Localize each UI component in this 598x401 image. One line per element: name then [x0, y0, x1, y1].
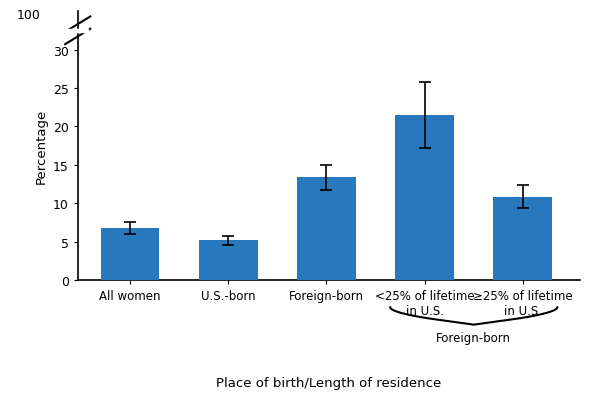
Bar: [57, 30, 88, 33]
Bar: [199, 241, 258, 281]
Bar: [493, 197, 553, 281]
Text: Foreign-born: Foreign-born: [437, 331, 511, 344]
Bar: [100, 229, 160, 281]
Y-axis label: Percentage: Percentage: [34, 109, 47, 184]
Text: 100: 100: [16, 9, 40, 22]
Bar: [297, 178, 356, 281]
X-axis label: Place of birth/Length of residence: Place of birth/Length of residence: [216, 376, 441, 389]
Bar: [395, 115, 454, 281]
